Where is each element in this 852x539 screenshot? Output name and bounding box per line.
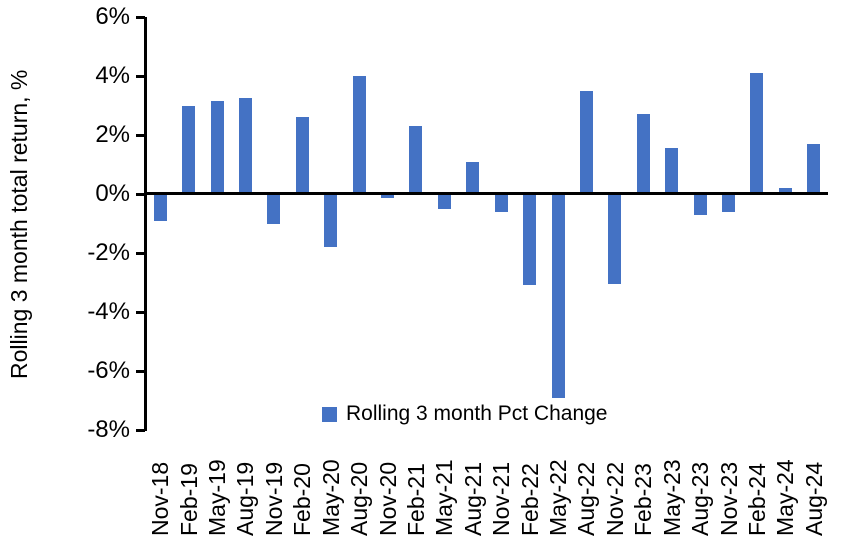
legend: Rolling 3 month Pct Change: [322, 401, 608, 427]
bar-Nov-23: [722, 194, 736, 212]
bar-Aug-19: [238, 98, 252, 194]
bar-May-21: [437, 194, 451, 209]
y-axis-tick-mark: [136, 74, 145, 78]
bar-Aug-20: [352, 76, 366, 194]
y-tick-label: -8%: [87, 416, 130, 443]
x-tick-label: May-20: [317, 459, 344, 536]
bar-Nov-21: [494, 194, 508, 212]
bar-Nov-19: [267, 194, 281, 224]
x-tick-label: Nov-18: [147, 461, 174, 536]
bar-Aug-24: [807, 143, 821, 194]
bar-May-20: [324, 194, 338, 248]
y-axis-tick-mark: [136, 15, 145, 19]
x-tick-label: Aug-20: [346, 461, 373, 536]
y-axis-tick-mark: [136, 192, 145, 196]
x-tick-label: Feb-23: [630, 463, 657, 536]
bar-Feb-20: [295, 117, 309, 194]
bar-Aug-22: [579, 90, 593, 194]
y-axis-tick-mark: [136, 310, 145, 314]
legend-marker-square-icon: [322, 406, 337, 422]
bar-May-24: [778, 188, 792, 194]
bar-Nov-22: [608, 194, 622, 284]
y-axis-tick-mark: [136, 133, 145, 137]
x-tick-label: Feb-21: [402, 463, 429, 536]
bar-May-22: [551, 194, 565, 398]
x-tick-label: Nov-23: [715, 461, 742, 536]
x-tick-label: Nov-19: [260, 461, 287, 536]
y-axis-tick-mark: [136, 428, 145, 432]
x-tick-label: May-21: [431, 459, 458, 536]
bar-Nov-18: [153, 194, 167, 221]
y-tick-label: -4%: [87, 298, 130, 325]
y-tick-label: 0%: [95, 180, 130, 207]
bar-May-23: [665, 148, 679, 194]
x-tick-label: Aug-19: [232, 461, 259, 536]
x-tick-label: Feb-24: [743, 463, 770, 536]
bar-Feb-24: [750, 73, 764, 194]
x-tick-label: Aug-22: [573, 461, 600, 536]
y-axis-tick-mark: [136, 251, 145, 255]
bar-Feb-21: [409, 126, 423, 194]
bar-Aug-21: [466, 161, 480, 194]
x-tick-label: Feb-19: [175, 463, 202, 536]
x-tick-label: Feb-20: [289, 463, 316, 536]
bar-Feb-23: [636, 114, 650, 194]
x-tick-label: Aug-23: [687, 461, 714, 536]
y-tick-label: -6%: [87, 357, 130, 384]
x-tick-label: May-23: [658, 459, 685, 536]
bar-Feb-19: [182, 105, 196, 194]
x-tick-label: Nov-22: [601, 461, 628, 536]
legend-label: Rolling 3 month Pct Change: [346, 402, 608, 425]
bar-Aug-23: [693, 194, 707, 215]
x-tick-label: Aug-24: [800, 461, 827, 536]
x-tick-label: May-22: [545, 459, 572, 536]
y-tick-label: 6%: [95, 3, 130, 30]
x-tick-label: Aug-21: [459, 461, 486, 536]
y-tick-label: 2%: [95, 121, 130, 148]
x-tick-label: May-24: [772, 459, 799, 536]
bar-Nov-20: [381, 194, 395, 199]
y-tick-label: -2%: [87, 239, 130, 266]
x-tick-label: Feb-22: [516, 463, 543, 536]
x-tick-label: Nov-20: [374, 461, 401, 536]
x-tick-label: May-19: [204, 459, 231, 536]
x-axis-zero-line: [146, 192, 828, 195]
y-axis-line: [144, 17, 147, 431]
x-tick-label: Nov-21: [488, 461, 515, 536]
y-axis-title: Rolling 3 month total return, %: [6, 69, 32, 379]
bar-Feb-22: [523, 194, 537, 286]
bar-May-19: [210, 101, 224, 194]
y-tick-label: 4%: [95, 62, 130, 89]
y-axis-tick-mark: [136, 369, 145, 373]
